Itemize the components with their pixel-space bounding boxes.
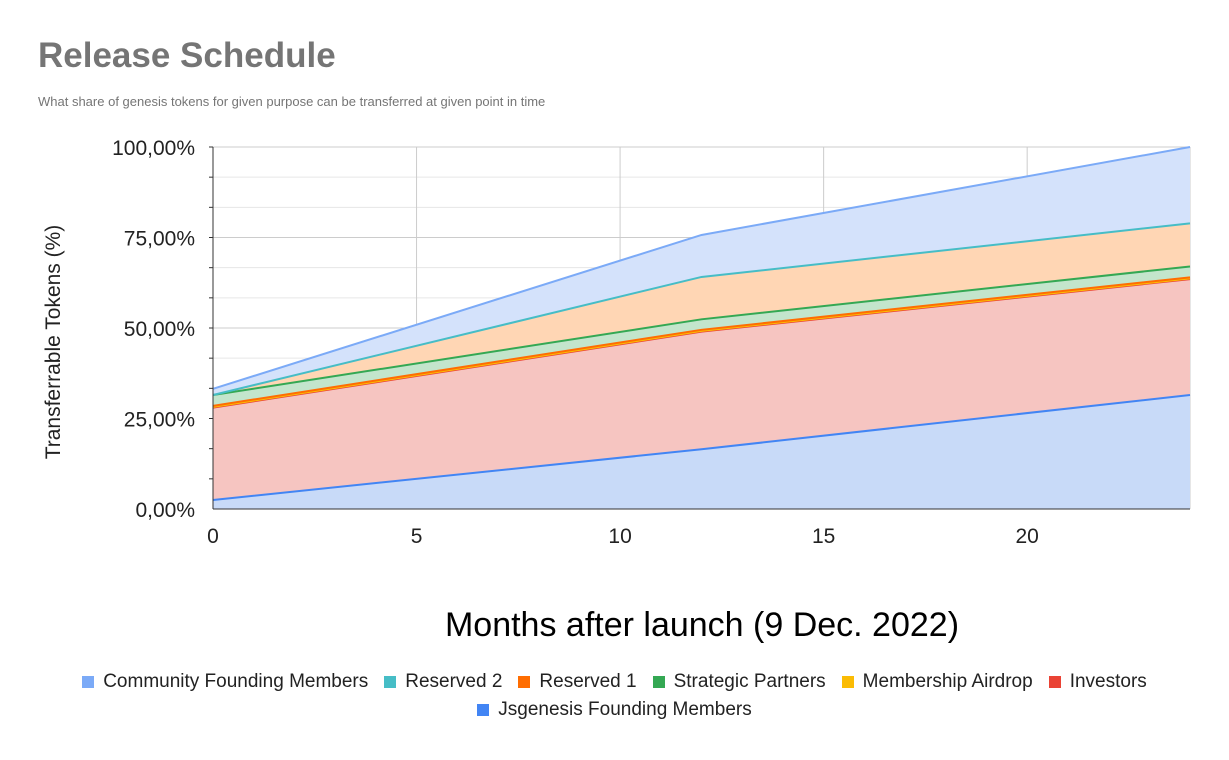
legend-label: Reserved 1 xyxy=(539,671,637,692)
legend-label: Reserved 2 xyxy=(405,671,503,692)
x-axis-label: Months after launch (9 Dec. 2022) xyxy=(445,606,959,644)
legend-swatch xyxy=(518,676,531,688)
y-tick-label: 25,00% xyxy=(124,409,195,432)
line-jsgenesis-founding-members xyxy=(212,393,1191,501)
y-tick-label: 50,00% xyxy=(124,318,195,341)
line-reserved-2 xyxy=(212,222,1191,396)
line-strategic-partners xyxy=(212,265,1191,396)
legend-swatch xyxy=(841,676,854,688)
line-membership-airdrop xyxy=(212,277,1191,408)
chart-subtitle: What share of genesis tokens for given p… xyxy=(38,94,546,109)
legend-item[interactable]: Membership Airdrop xyxy=(841,671,1033,693)
legend-swatch xyxy=(477,704,490,716)
x-tick-label: 5 xyxy=(411,525,423,548)
x-tick-label: 10 xyxy=(608,525,631,548)
area-reserved-2 xyxy=(213,223,1190,395)
legend: Community Founding Members Reserved 2 Rese… xyxy=(40,671,1189,693)
legend-label: Membership Airdrop xyxy=(862,671,1033,692)
x-tick-label: 0 xyxy=(207,525,219,548)
legend-label: Investors xyxy=(1069,671,1147,692)
tick-labels: 0,00% 25,00% 50,00% 75,00% 100,00% 0 5 10 15 20 xyxy=(112,137,1039,548)
area-community-founding-members xyxy=(213,147,1190,395)
x-tick-label: 20 xyxy=(1015,525,1038,548)
series-lines xyxy=(212,146,1191,501)
legend-label: Community Founding Members xyxy=(103,671,369,692)
area-fills xyxy=(213,147,1190,509)
legend-row-2: Jsgenesis Founding Members xyxy=(40,699,1189,721)
legend-item[interactable]: Jsgenesis Founding Members xyxy=(477,699,752,721)
y-tick-label: 100,00% xyxy=(112,137,195,160)
legend-item[interactable]: Reserved 1 xyxy=(518,671,637,693)
y-tick-label: 75,00% xyxy=(124,228,195,251)
legend-swatch xyxy=(82,676,95,688)
y-tick-label: 0,00% xyxy=(135,499,195,522)
legend-item[interactable]: Community Founding Members xyxy=(82,671,368,693)
legend-item[interactable]: Strategic Partners xyxy=(652,671,826,693)
x-tick-label: 15 xyxy=(812,525,835,548)
legend-swatch xyxy=(652,676,665,688)
chart-title: Release Schedule xyxy=(38,36,336,75)
legend-label: Jsgenesis Founding Members xyxy=(498,699,752,720)
axes xyxy=(209,146,1190,510)
area-strategic-partners xyxy=(213,266,1190,406)
legend-item[interactable]: Reserved 2 xyxy=(384,671,502,693)
legend-label: Strategic Partners xyxy=(673,671,826,692)
legend-item[interactable]: Investors xyxy=(1048,671,1147,693)
y-axis-label: Transferrable Tokens (%) xyxy=(42,225,65,460)
line-community-founding-members xyxy=(212,146,1191,390)
legend-swatch xyxy=(384,676,397,688)
legend-swatch xyxy=(1048,676,1061,688)
line-reserved-1 xyxy=(212,276,1191,407)
area-jsgenesis-founding-members xyxy=(213,394,1190,509)
area-investors xyxy=(213,279,1190,500)
